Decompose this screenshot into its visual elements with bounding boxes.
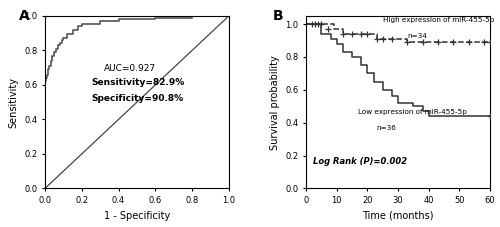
Text: B: B (273, 9, 283, 23)
X-axis label: 1 - Specificity: 1 - Specificity (104, 211, 170, 221)
Text: Sensitivity=82.9%: Sensitivity=82.9% (91, 78, 184, 87)
Text: A: A (20, 9, 30, 23)
Text: Log Rank (P)=0.002: Log Rank (P)=0.002 (314, 157, 408, 166)
Text: High expression of miR-455-5p: High expression of miR-455-5p (384, 17, 494, 23)
Y-axis label: Survival probability: Survival probability (270, 55, 280, 150)
Text: n=36: n=36 (376, 125, 396, 131)
Text: Low expression of miR-455-5p: Low expression of miR-455-5p (358, 109, 467, 115)
Text: AUC=0.927: AUC=0.927 (104, 64, 156, 73)
Y-axis label: Sensitivity: Sensitivity (8, 77, 18, 128)
Text: Specificity=90.8%: Specificity=90.8% (91, 94, 183, 103)
X-axis label: Time (months): Time (months) (362, 211, 434, 221)
Text: n=34: n=34 (408, 33, 427, 39)
